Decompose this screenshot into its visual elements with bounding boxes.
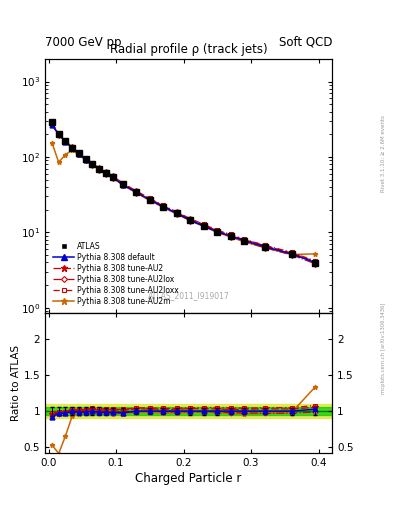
Text: Rivet 3.1.10; ≥ 2.6M events: Rivet 3.1.10; ≥ 2.6M events — [381, 115, 386, 192]
Legend: ATLAS, Pythia 8.308 default, Pythia 8.308 tune-AU2, Pythia 8.308 tune-AU2lox, Py: ATLAS, Pythia 8.308 default, Pythia 8.30… — [51, 241, 180, 307]
Y-axis label: Ratio to ATLAS: Ratio to ATLAS — [11, 345, 21, 421]
Text: Soft QCD: Soft QCD — [279, 36, 332, 49]
X-axis label: Charged Particle r: Charged Particle r — [136, 472, 242, 485]
Title: Radial profile ρ (track jets): Radial profile ρ (track jets) — [110, 44, 268, 56]
Text: 7000 GeV pp: 7000 GeV pp — [45, 36, 122, 49]
Text: ATLAS_2011_I919017: ATLAS_2011_I919017 — [148, 291, 230, 301]
Text: mcplots.cern.ch [arXiv:1306.3436]: mcplots.cern.ch [arXiv:1306.3436] — [381, 303, 386, 394]
